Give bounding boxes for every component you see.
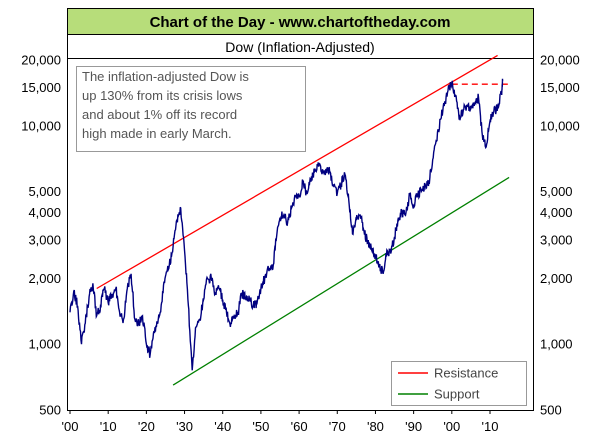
chart-subtitle: Dow (Inflation-Adjusted)	[225, 39, 374, 55]
header-band	[68, 9, 533, 34]
y-tick-label-left: 2,000	[28, 271, 61, 286]
x-tick-label: '00	[62, 419, 79, 434]
annotation-line: and about 1% off its record	[82, 107, 237, 122]
y-axis-left: 500 1,000 2,000 3,000 4,000 5,000 10,000 15,000…	[21, 53, 61, 418]
x-tick-label: '50	[252, 419, 269, 434]
x-tick-label: '00	[443, 419, 460, 434]
x-tick-label: '90	[405, 419, 422, 434]
legend-border	[391, 361, 527, 406]
y-tick-label-left: 15,000	[21, 80, 61, 95]
annotation-box: The inflation-adjusted Dow is up 130% fr…	[76, 66, 306, 152]
x-axis: '00 '10 '20 '30 '40 '50 '60 '70 '80 '90 '00 '10	[62, 410, 499, 434]
x-tick-label: '30	[176, 419, 193, 434]
x-tick-label: '10	[482, 419, 499, 434]
y-tick-label-right: 20,000	[540, 53, 580, 68]
legend: Resistance Support	[391, 361, 527, 406]
support-line	[172, 176, 510, 386]
x-tick-label: '40	[214, 419, 231, 434]
legend-label-resistance: Resistance	[434, 366, 498, 381]
y-axis-right: 500 1,000 2,000 3,000 4,000 5,000 10,000 15,000…	[540, 53, 580, 418]
y-tick-label-left: 5,000	[28, 184, 61, 199]
y-tick-label-right: 500	[540, 403, 562, 418]
annotation-line: The inflation-adjusted Dow is	[82, 69, 249, 84]
y-tick-label-left: 20,000	[21, 53, 61, 68]
y-tick-label-right: 1,000	[540, 337, 573, 352]
annotation-line: high made in early March.	[82, 126, 232, 141]
legend-label-support: Support	[434, 387, 480, 402]
annotation-line: up 130% from its crisis lows	[82, 88, 243, 103]
y-tick-label-left: 10,000	[21, 118, 61, 133]
y-tick-label-right: 10,000	[540, 118, 580, 133]
x-tick-label: '80	[367, 419, 384, 434]
y-tick-label-left: 4,000	[28, 205, 61, 220]
y-tick-label-right: 3,000	[540, 232, 573, 247]
y-tick-label-left: 3,000	[28, 232, 61, 247]
resistance-line	[96, 54, 498, 290]
x-tick-label: '20	[138, 419, 155, 434]
y-tick-label-right: 15,000	[540, 80, 580, 95]
y-tick-label-left: 1,000	[28, 337, 61, 352]
x-tick-label: '10	[100, 419, 117, 434]
x-tick-label: '70	[329, 419, 346, 434]
dow-line	[69, 78, 504, 371]
y-tick-label-right: 2,000	[540, 271, 573, 286]
y-tick-label-left: 500	[39, 403, 61, 418]
chart-header-title: Chart of the Day - www.chartoftheday.com	[150, 14, 451, 31]
annotation-border	[76, 66, 306, 152]
y-tick-label-right: 5,000	[540, 184, 573, 199]
y-tick-label-right: 4,000	[540, 205, 573, 220]
x-tick-label: '60	[291, 419, 308, 434]
